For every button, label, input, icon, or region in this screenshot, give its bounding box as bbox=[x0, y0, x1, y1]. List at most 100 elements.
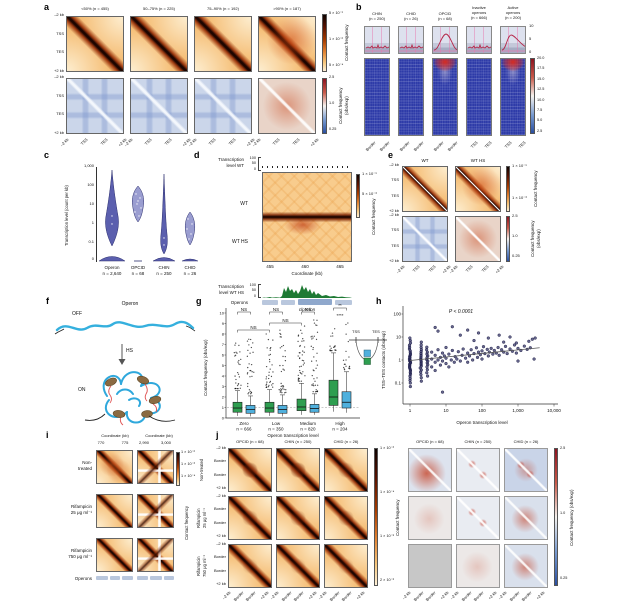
panel-c-ytick: 10 bbox=[89, 201, 94, 206]
panel-c-ytick: 1 bbox=[91, 220, 94, 225]
panel-a-ytick: –2 kb bbox=[54, 74, 64, 79]
panel-d-scale-top-bracket bbox=[258, 157, 261, 171]
panel-f-on-label: ON bbox=[78, 387, 86, 393]
panel-j-cb-left-title: Contact frequency bbox=[395, 499, 400, 537]
panel-i-hic-right bbox=[137, 494, 174, 528]
panel-j-hic-map bbox=[276, 496, 320, 540]
svg-text:8: 8 bbox=[222, 332, 225, 337]
panel-c-violin-plot bbox=[98, 169, 199, 262]
panel-j-hic-map bbox=[324, 496, 368, 540]
panel-e-ytick: –2 kb bbox=[389, 162, 399, 167]
operon-fiber-off bbox=[55, 320, 195, 332]
panel-i-operon-rect bbox=[110, 576, 120, 580]
panel-h-label: h bbox=[376, 296, 382, 306]
panel-a-colorbar-top bbox=[322, 14, 327, 72]
panel-j-ytick: –2 kb bbox=[216, 541, 226, 546]
panel-d-scale-bot-bracket bbox=[258, 284, 261, 298]
panel-j-hic-map bbox=[228, 496, 272, 540]
svg-text:Operon transcription level: Operon transcription level bbox=[456, 420, 507, 425]
svg-text:****: **** bbox=[336, 313, 343, 318]
panel-h-scatter: 100 10 1 0.1 1 10 100 1,000 10,000 Operon transcr… bbox=[393, 306, 561, 425]
panel-a-ratio-map bbox=[66, 78, 124, 134]
panel-b-ytick: 10 bbox=[529, 23, 534, 28]
panel-j-cb-right-title: Contact frequency (obs/exp) bbox=[569, 489, 574, 547]
panel-c-ytick: 100 bbox=[87, 182, 94, 187]
panel-j-ytick: Border bbox=[213, 458, 226, 464]
panel-c-cat-n: n = 250 bbox=[156, 271, 172, 276]
panel-b-lineplot bbox=[432, 26, 458, 54]
panel-e-ratio-map bbox=[455, 216, 501, 262]
panel-b-col-title: Active bbox=[507, 5, 519, 10]
panel-i-operon-rect bbox=[137, 576, 148, 580]
panel-e-colorbar-top bbox=[506, 166, 510, 212]
inset-blue-square bbox=[363, 349, 371, 357]
panel-d-row-wt: WT bbox=[240, 201, 248, 207]
panel-a-xtick: TSS bbox=[79, 137, 89, 147]
panel-e-cb2-title-line2: (obs/exp) bbox=[536, 229, 541, 249]
panel-j-hic-map bbox=[324, 448, 368, 492]
panel-g-inset-diagram bbox=[349, 337, 387, 365]
svg-text:1: 1 bbox=[398, 358, 401, 363]
panel-i-hic-left bbox=[96, 538, 133, 572]
panel-d-scale-bot-50: 50 bbox=[251, 288, 256, 292]
panel-i-operon-rect bbox=[164, 576, 174, 580]
panel-d-operon-rect bbox=[335, 300, 352, 305]
panel-j-ytick: +2 kb bbox=[216, 532, 226, 538]
panel-i-colorbar bbox=[176, 452, 180, 486]
panel-j-right-col-title: OPCID (n = 68) bbox=[416, 439, 444, 444]
panel-e-ytick: TSS bbox=[391, 177, 399, 183]
panel-d-xtick-455: 455 bbox=[266, 264, 274, 269]
svg-text:10,000: 10,000 bbox=[547, 408, 561, 413]
panel-j-hic-map bbox=[276, 448, 320, 492]
panel-j-hic-map bbox=[324, 544, 368, 588]
panel-b-col-title: operons bbox=[505, 10, 521, 15]
panel-i-row-label: 25 μg ml⁻¹ bbox=[70, 510, 92, 515]
svg-text:1: 1 bbox=[409, 408, 412, 413]
svg-text:**: ** bbox=[338, 303, 342, 308]
on-tail-left bbox=[84, 413, 106, 421]
panel-a-cb-bot-tick: 2.5 bbox=[329, 75, 335, 79]
panel-j-ratio-map bbox=[408, 496, 452, 540]
panel-j-ytick: –2 kb bbox=[216, 445, 226, 450]
panel-d-xtick-465: 465 bbox=[336, 264, 344, 269]
panel-j-hic-map bbox=[228, 544, 272, 588]
panel-c-cat-name: CHIN bbox=[158, 265, 170, 270]
panel-e-ytick: TSS bbox=[391, 227, 399, 233]
panel-a-ytick: +2 kb bbox=[54, 130, 64, 136]
panel-b-pileup-strip bbox=[432, 58, 458, 136]
panel-b-cb-tick: 7.5 bbox=[537, 108, 543, 112]
panel-i-hic-left bbox=[96, 450, 133, 484]
panel-c-cat-n: n = 26 bbox=[183, 271, 197, 276]
panel-j-cb-left-tick: 1 × 10⁻³ bbox=[380, 446, 394, 450]
svg-text:9: 9 bbox=[222, 321, 225, 326]
panel-e-hic-map bbox=[402, 166, 448, 212]
panel-b-lineplot bbox=[398, 26, 424, 54]
svg-text:NS: NS bbox=[305, 307, 311, 312]
svg-text:100: 100 bbox=[393, 312, 401, 317]
panel-b-cb-tick: 2.5 bbox=[537, 128, 543, 133]
panel-a-xtick: TES bbox=[99, 137, 109, 147]
panel-d-transcription-track-wths bbox=[262, 285, 352, 298]
panel-e-cb1-tick: 1 × 10⁻³ bbox=[512, 195, 527, 200]
panel-i-operons-label: Operons bbox=[74, 576, 92, 581]
panel-g-inset-tss: TSS bbox=[352, 329, 360, 334]
panel-b-trace bbox=[365, 43, 389, 52]
panel-b-trace bbox=[467, 43, 491, 52]
svg-text:1,000: 1,000 bbox=[512, 408, 524, 413]
panel-a-hic-map bbox=[66, 16, 124, 72]
panel-j-ratio-map bbox=[504, 544, 548, 588]
panel-d-colorbar bbox=[356, 174, 360, 218]
svg-text:6: 6 bbox=[222, 353, 225, 358]
panel-i-cb-tick-3: 1 × 10⁻⁴ bbox=[181, 474, 196, 478]
panel-i-hic-right bbox=[137, 450, 174, 484]
panel-c-cat-n: n = 68 bbox=[131, 271, 145, 276]
panel-i-cb-tick-2: 1 × 10⁻³ bbox=[181, 462, 195, 466]
panel-b-cb-tick: 10.0 bbox=[537, 97, 545, 102]
panel-e-cb2-tick: 1.0 bbox=[512, 233, 518, 238]
panel-a-hic-map bbox=[194, 16, 252, 72]
svg-text:NS: NS bbox=[250, 325, 256, 330]
dna-tail-left bbox=[54, 328, 65, 335]
svg-text:n = 666: n = 666 bbox=[236, 427, 252, 432]
panel-a-xtick: TES bbox=[291, 137, 301, 147]
